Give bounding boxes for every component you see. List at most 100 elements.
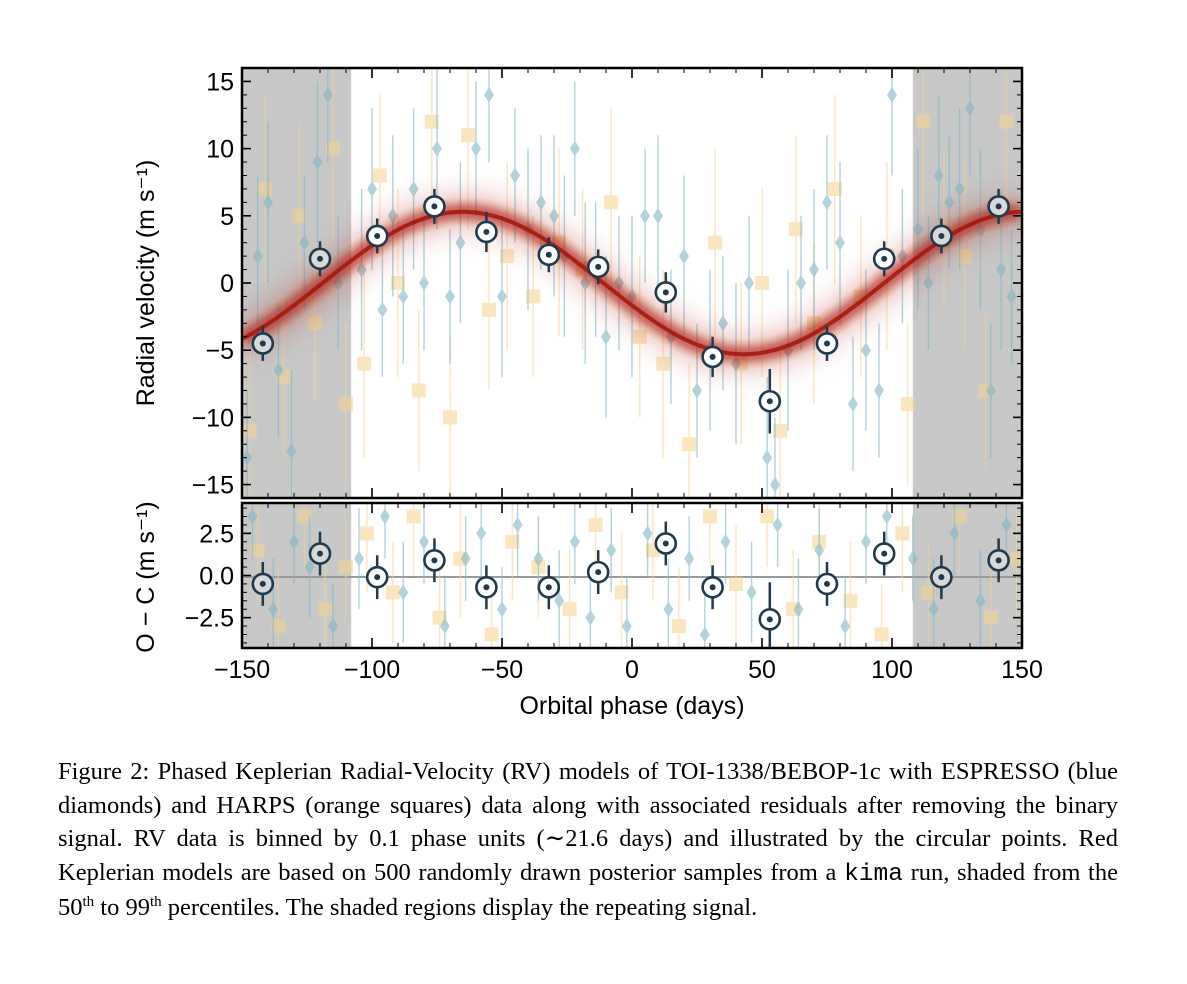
binned-point bbox=[815, 562, 839, 606]
espresso-point bbox=[975, 550, 986, 648]
espresso-point bbox=[907, 516, 918, 601]
espresso-point bbox=[484, 68, 494, 163]
espresso-point bbox=[684, 516, 695, 601]
espresso-point bbox=[663, 558, 674, 648]
espresso-point bbox=[772, 503, 783, 568]
espresso-point bbox=[720, 503, 731, 584]
harps-point bbox=[411, 309, 426, 472]
binned-series bbox=[251, 188, 1010, 434]
espresso-point bbox=[512, 503, 523, 576]
caption-text-6: to bbox=[94, 894, 126, 921]
binned-point bbox=[987, 538, 1010, 583]
harps-point bbox=[703, 503, 717, 568]
main-ytick-label: −10 bbox=[192, 404, 234, 432]
caption-sup-1: th bbox=[82, 893, 95, 910]
harps-point bbox=[827, 94, 842, 283]
espresso-point bbox=[354, 508, 364, 610]
xtick-label: 150 bbox=[1001, 656, 1043, 684]
binned-point bbox=[365, 218, 389, 254]
binned-point bbox=[701, 336, 724, 378]
espresso-point bbox=[476, 503, 487, 584]
caption-percentile-high: 99 bbox=[125, 894, 150, 921]
harps-point bbox=[671, 567, 686, 648]
harps-point bbox=[983, 567, 998, 648]
espresso-series bbox=[242, 68, 1017, 498]
espresso-point bbox=[419, 503, 429, 584]
figure-caption: Figure 2: Phased Keplerian Radial-Veloci… bbox=[58, 755, 1118, 925]
harps-point bbox=[604, 108, 619, 297]
binned-point bbox=[815, 326, 839, 361]
harps-point bbox=[843, 541, 858, 648]
harps-point bbox=[339, 516, 353, 618]
espresso-point bbox=[585, 567, 596, 648]
binned-residuals bbox=[251, 521, 1010, 648]
espresso-point bbox=[569, 81, 580, 216]
harps-point bbox=[916, 68, 931, 216]
espresso-point bbox=[497, 567, 507, 648]
espresso-point bbox=[822, 135, 832, 270]
harps-point bbox=[874, 583, 889, 648]
harps-point bbox=[588, 503, 603, 576]
espresso-point bbox=[247, 503, 258, 559]
espresso-point bbox=[549, 135, 559, 297]
espresso-point bbox=[497, 215, 507, 378]
espresso-point bbox=[640, 148, 650, 283]
espresso-point bbox=[887, 68, 897, 176]
xtick-label: −100 bbox=[344, 656, 400, 684]
harps-point bbox=[484, 583, 499, 648]
espresso-point bbox=[913, 148, 923, 310]
espresso-point bbox=[460, 516, 471, 601]
espresso-point bbox=[445, 229, 455, 364]
res-ytick-label: 0.0 bbox=[199, 563, 234, 591]
binned-point bbox=[365, 555, 389, 600]
harps-point bbox=[708, 148, 723, 337]
espresso-point bbox=[621, 575, 632, 648]
espresso-point bbox=[744, 215, 754, 351]
harps-point bbox=[406, 503, 421, 576]
espresso-point bbox=[699, 583, 710, 648]
harps-point bbox=[385, 541, 400, 643]
harps-point bbox=[895, 503, 910, 593]
binned-point bbox=[930, 218, 953, 254]
harps-point bbox=[357, 269, 372, 458]
harps-point bbox=[921, 541, 936, 643]
binned-point bbox=[586, 550, 610, 595]
espresso-point bbox=[286, 370, 297, 498]
caption-text-4: randomly drawn posterior samples from a bbox=[410, 858, 845, 886]
espresso-point bbox=[328, 583, 338, 648]
caption-text-3: days) and illustrated by the circular po… bbox=[58, 825, 1118, 886]
binned-point bbox=[308, 241, 332, 277]
espresso-point bbox=[793, 558, 804, 648]
main-ytick-label: 15 bbox=[206, 68, 234, 96]
espresso-point bbox=[1006, 229, 1017, 364]
harps-point bbox=[424, 68, 439, 216]
espresso-point bbox=[322, 68, 333, 163]
espresso-point bbox=[679, 175, 689, 337]
harps-point bbox=[760, 503, 775, 568]
binned-point bbox=[586, 249, 610, 285]
espresso-point bbox=[642, 503, 653, 576]
espresso-point bbox=[471, 81, 481, 216]
harps-point bbox=[271, 567, 286, 648]
espresso-point bbox=[439, 575, 450, 648]
binned-point bbox=[423, 188, 446, 224]
espresso-point bbox=[965, 68, 975, 176]
binned-point bbox=[475, 211, 498, 253]
main-ytick-label: 10 bbox=[206, 136, 234, 164]
harps-point bbox=[562, 550, 577, 648]
caption-text-5: run, shaded from the bbox=[902, 858, 1118, 886]
residuals-panel: 2.5 0.0 −2.5 −150 −100 −50 0 50 100 150 O − C (m … bbox=[132, 501, 1043, 720]
espresso-point bbox=[861, 503, 871, 584]
harps-point bbox=[505, 503, 520, 601]
binned-point bbox=[930, 555, 953, 600]
harps-point bbox=[900, 323, 915, 485]
espresso-point bbox=[985, 323, 996, 458]
binned-point bbox=[654, 521, 678, 566]
espresso-point bbox=[312, 81, 323, 243]
main-frame bbox=[240, 66, 1024, 500]
binned-point bbox=[872, 531, 896, 576]
xtick-label: −50 bbox=[481, 656, 523, 684]
binned-point bbox=[537, 565, 561, 610]
caption-code-kima: kima bbox=[844, 860, 903, 888]
main-y-axis-label: Radial velocity (m s⁻¹) bbox=[132, 160, 160, 407]
